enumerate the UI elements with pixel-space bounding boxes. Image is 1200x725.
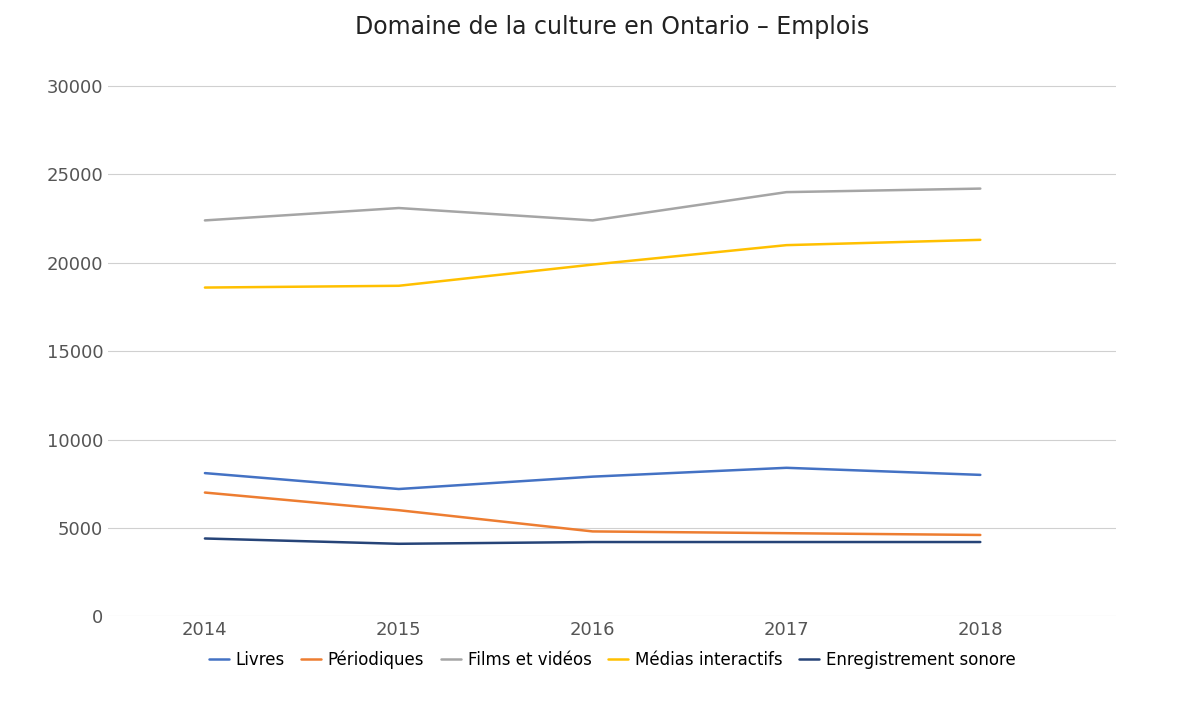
Livres — [391, 484, 406, 493]
Médias interactifs — [973, 236, 988, 244]
Enregistrement sonore — [779, 538, 793, 547]
Enregistrement sonore — [198, 534, 212, 543]
Films et vidéos — [391, 204, 406, 212]
Enregistrement sonore — [973, 538, 988, 547]
Films et vidéos — [973, 184, 988, 193]
Périodiques — [198, 488, 212, 497]
Line: Livres: Livres — [205, 468, 980, 489]
Médias interactifs — [198, 283, 212, 292]
Livres — [586, 472, 600, 481]
Médias interactifs — [586, 260, 600, 269]
Title: Domaine de la culture en Ontario – Emplois: Domaine de la culture en Ontario – Emplo… — [355, 15, 869, 39]
Films et vidéos — [586, 216, 600, 225]
Livres — [973, 471, 988, 479]
Livres — [779, 463, 793, 472]
Line: Films et vidéos: Films et vidéos — [205, 188, 980, 220]
Périodiques — [779, 529, 793, 537]
Médias interactifs — [391, 281, 406, 290]
Enregistrement sonore — [586, 538, 600, 547]
Films et vidéos — [198, 216, 212, 225]
Legend: Livres, Périodiques, Films et vidéos, Médias interactifs, Enregistrement sonore: Livres, Périodiques, Films et vidéos, Mé… — [202, 644, 1022, 676]
Line: Périodiques: Périodiques — [205, 492, 980, 535]
Livres — [198, 469, 212, 478]
Périodiques — [973, 531, 988, 539]
Line: Médias interactifs: Médias interactifs — [205, 240, 980, 288]
Line: Enregistrement sonore: Enregistrement sonore — [205, 539, 980, 544]
Périodiques — [391, 506, 406, 515]
Médias interactifs — [779, 241, 793, 249]
Enregistrement sonore — [391, 539, 406, 548]
Films et vidéos — [779, 188, 793, 196]
Périodiques — [586, 527, 600, 536]
